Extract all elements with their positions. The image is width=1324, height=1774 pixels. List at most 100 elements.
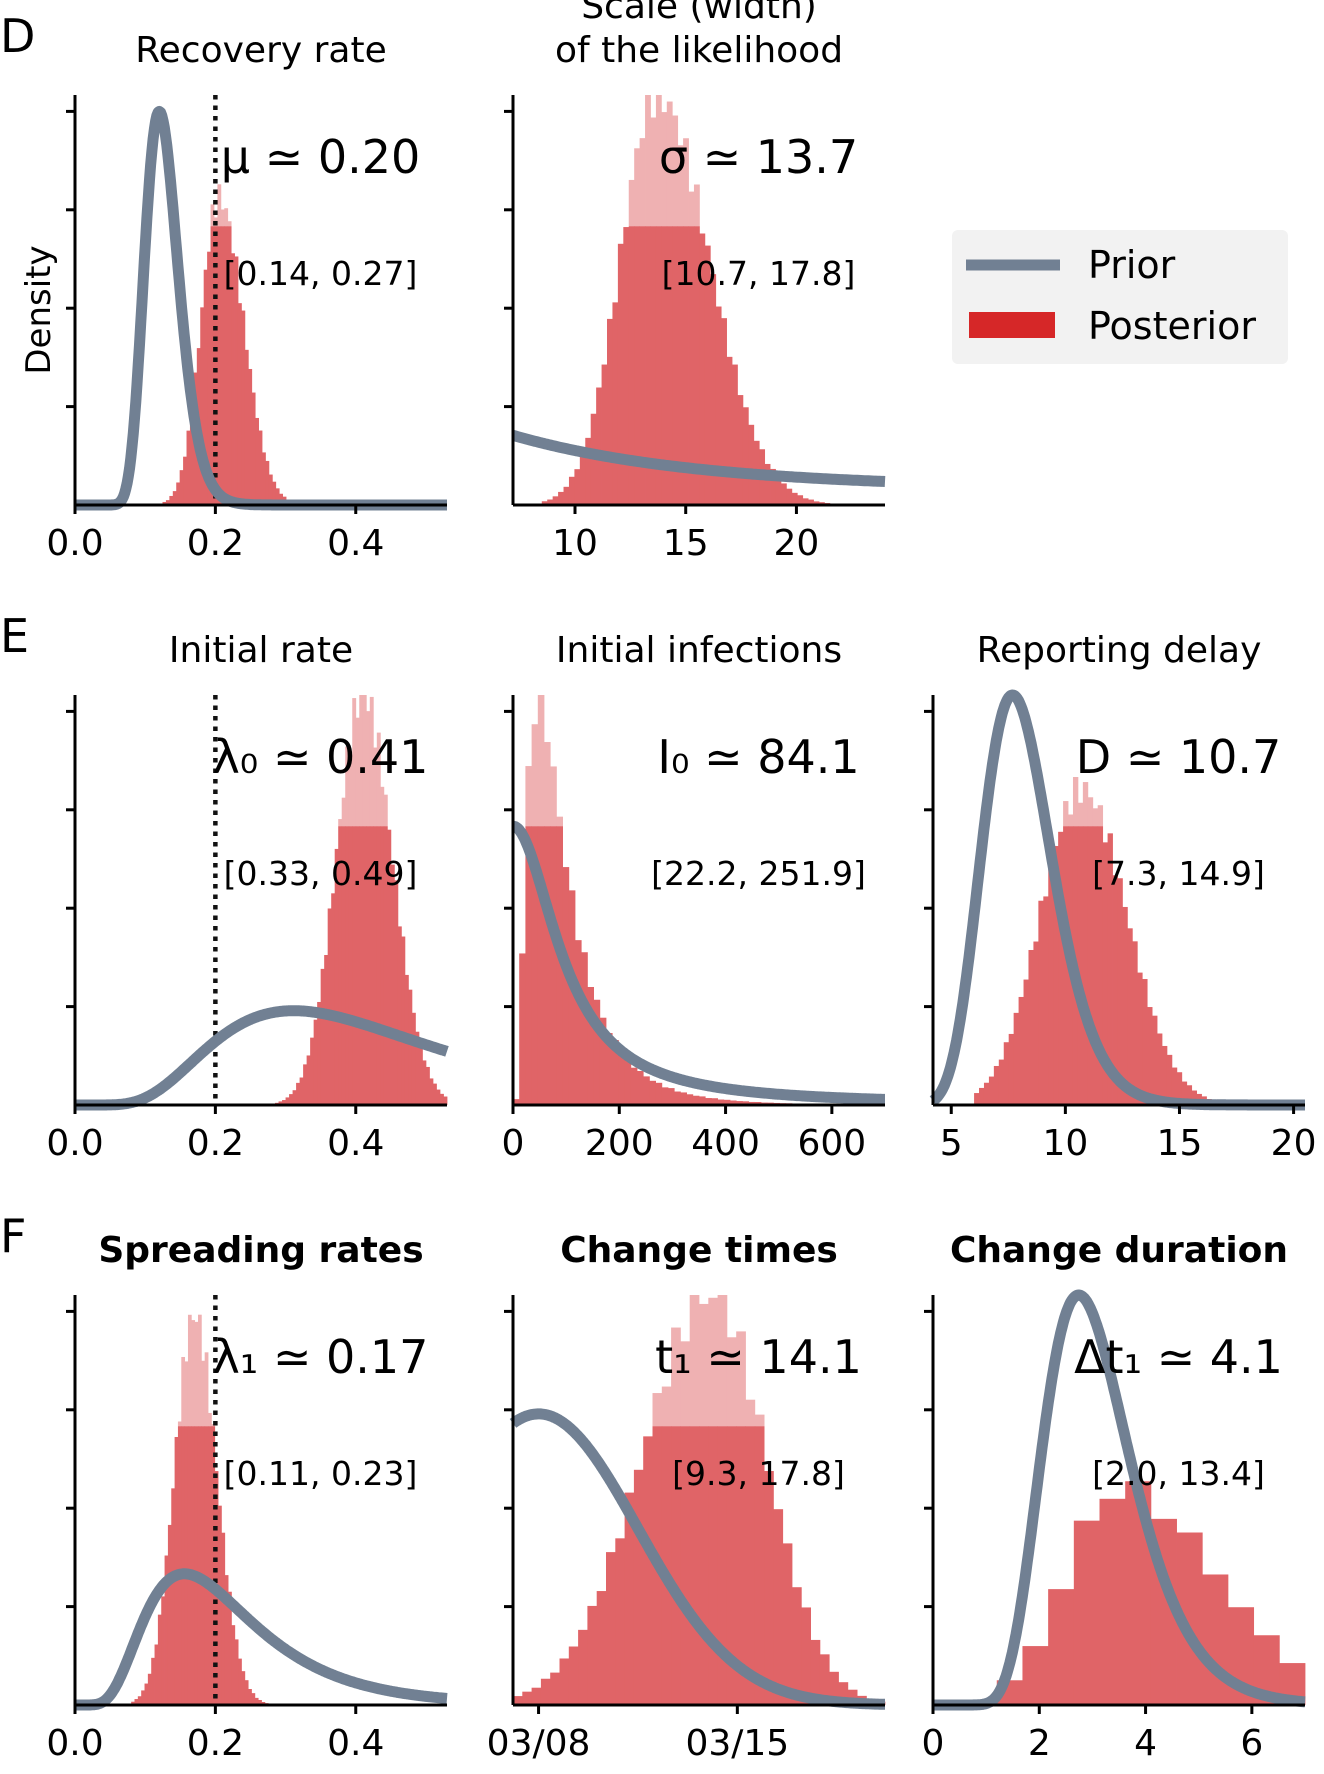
posterior-bar	[686, 1094, 694, 1105]
y-axis-label: Density	[19, 245, 59, 374]
posterior-bar	[547, 499, 554, 505]
posterior-bar	[770, 468, 776, 505]
posterior-bar-upper	[338, 819, 343, 827]
posterior-bar-upper	[745, 1399, 756, 1427]
posterior-bar	[736, 1426, 746, 1705]
posterior-bar	[630, 1067, 638, 1105]
estimate-label: t₁ ≃ 14.1	[655, 1330, 862, 1384]
posterior-bar-upper	[550, 766, 557, 827]
posterior-bar	[998, 1059, 1005, 1105]
posterior-bar	[699, 1426, 709, 1705]
posterior-bar	[154, 1644, 159, 1705]
posterior-bar	[671, 1426, 681, 1705]
posterior-bar	[672, 226, 679, 505]
posterior-bar-upper	[383, 794, 388, 827]
posterior-bar	[369, 826, 374, 1105]
posterior-bar	[408, 989, 413, 1105]
posterior-bar	[742, 407, 749, 505]
posterior-bar	[829, 1671, 839, 1705]
posterior-bar	[715, 306, 722, 505]
posterior-bar	[1117, 878, 1123, 1105]
posterior-bar	[186, 430, 191, 505]
legend-posterior-label: Posterior	[1088, 304, 1256, 348]
estimate-label: D ≃ 10.7	[1076, 730, 1282, 784]
posterior-bar	[303, 1064, 308, 1105]
posterior-bar	[634, 226, 641, 505]
estimate-label: μ ≃ 0.20	[221, 130, 420, 184]
posterior-bar-upper	[708, 1297, 718, 1427]
posterior-bar	[387, 829, 392, 1105]
posterior-bar	[552, 496, 559, 505]
posterior-bar	[238, 1658, 242, 1705]
posterior-bar-upper	[197, 1314, 202, 1427]
posterior-bar	[599, 1017, 607, 1105]
posterior-bar	[792, 1587, 802, 1705]
credible-interval-label: [9.3, 17.8]	[672, 1454, 845, 1493]
posterior-bar-upper	[373, 747, 378, 827]
posterior-bar	[197, 1426, 202, 1705]
posterior-bar	[519, 953, 526, 1105]
posterior-bar	[1161, 1045, 1168, 1105]
posterior-bar	[134, 1699, 139, 1705]
posterior-bar-upper	[217, 184, 222, 227]
posterior-bar	[688, 226, 695, 505]
posterior-bar-upper	[634, 148, 641, 227]
posterior-bar	[988, 1076, 995, 1105]
posterior-bar	[628, 226, 635, 505]
posterior-bar	[1127, 928, 1133, 1105]
posterior-bar	[699, 233, 706, 505]
posterior-bar	[550, 826, 557, 1105]
credible-interval-label: [10.7, 17.8]	[662, 254, 856, 293]
prior-curve	[508, 1408, 890, 1710]
estimate-label: λ₁ ≃ 0.17	[213, 1330, 429, 1384]
posterior-bar	[668, 1088, 675, 1105]
posterior-bar	[550, 1672, 560, 1705]
posterior-bar	[562, 867, 570, 1105]
posterior-bar-upper	[556, 816, 563, 827]
posterior-bar	[643, 1076, 650, 1105]
posterior-bar	[1063, 826, 1069, 1105]
posterior-bar	[167, 1524, 172, 1705]
posterior-bar-upper	[1092, 808, 1099, 827]
posterior-bar	[241, 310, 246, 505]
panel-title: Spreading rates	[98, 1230, 423, 1271]
posterior-bar	[813, 501, 820, 505]
posterior-bar	[241, 1671, 246, 1705]
x-tick-label: 0.0	[46, 1723, 103, 1764]
posterior-bar	[327, 908, 332, 1105]
posterior-bar-upper	[537, 695, 545, 827]
posterior-bar	[331, 893, 336, 1105]
posterior-bar-upper	[204, 1352, 209, 1427]
posterior-bar	[213, 226, 218, 505]
posterior-bar	[819, 1654, 830, 1705]
posterior-bar	[231, 253, 235, 505]
posterior-bar	[748, 1101, 756, 1105]
posterior-bar	[1142, 979, 1148, 1105]
x-tick-label: 600	[797, 1123, 866, 1164]
posterior-bar-upper	[726, 1337, 737, 1427]
posterior-bar	[568, 476, 575, 505]
posterior-bar-upper	[1063, 801, 1069, 827]
posterior-bar	[228, 1591, 232, 1705]
posterior-bar-upper	[1097, 805, 1104, 827]
posterior-bar-upper	[639, 138, 646, 227]
posterior-bar	[693, 226, 700, 505]
posterior-bar	[568, 1646, 579, 1705]
posterior-bar-upper	[717, 1295, 728, 1427]
posterior-bar	[575, 940, 582, 1105]
posterior-bar	[317, 1001, 322, 1105]
posterior-bar	[144, 1683, 149, 1705]
panel-title: Initial infections	[556, 630, 842, 671]
posterior-bar	[211, 1426, 216, 1705]
posterior-bar	[979, 1087, 985, 1105]
posterior-bar-upper	[693, 184, 700, 227]
posterior-bar	[1058, 831, 1064, 1105]
posterior-bar	[802, 498, 809, 505]
posterior-bar	[655, 1082, 663, 1105]
posterior-bar	[748, 424, 755, 505]
posterior-bar	[1073, 1520, 1100, 1705]
posterior-bar	[612, 1040, 619, 1105]
posterior-bar	[677, 226, 684, 505]
posterior-bar	[1097, 826, 1104, 1105]
posterior-bar	[726, 356, 733, 505]
